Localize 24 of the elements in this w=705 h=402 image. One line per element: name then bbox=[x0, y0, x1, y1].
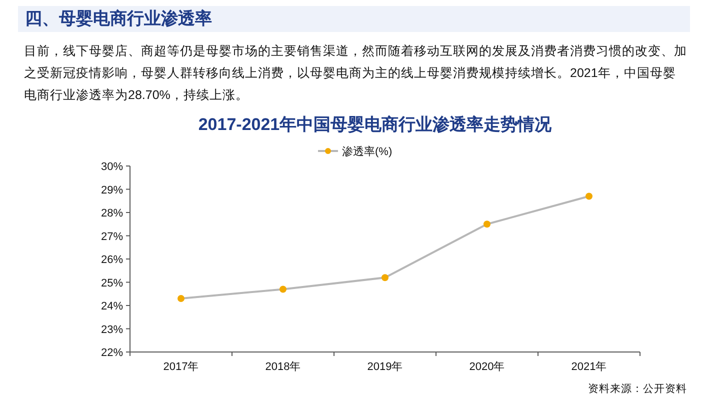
y-tick-label: 28% bbox=[100, 208, 124, 220]
x-tick-label: 2021年 bbox=[571, 361, 607, 373]
y-tick-label: 27% bbox=[100, 230, 124, 243]
point bbox=[484, 220, 490, 228]
y-tick-label: 26% bbox=[100, 254, 124, 266]
y-tick-label: 25% bbox=[100, 277, 124, 290]
paragraph: 目前，线下母婴店、商超等仍是母婴市场的主要销售渠道，然而随着移动互联网的发展及消费者消费习惯的改变、加之受新冠疫情影响，母婴人群转移向线上消费，以母婴电商为主的线上母婴消费规模持续增长。2021年，中国母婴电商行业渗透率为28.70%，持续上涨。 bbox=[24, 43, 688, 104]
x-tick-label: 2017年 bbox=[163, 361, 199, 373]
point bbox=[586, 192, 592, 200]
x-tick-label: 2019年 bbox=[367, 361, 403, 373]
x-tick-label: 2018年 bbox=[265, 361, 301, 373]
point bbox=[280, 286, 286, 293]
y-tick-label: 23% bbox=[100, 324, 124, 336]
y-tick-label: 22% bbox=[100, 347, 124, 359]
y-tick-label: 29% bbox=[100, 184, 124, 196]
x-tick-label: 2020年 bbox=[469, 361, 505, 373]
y-tick-label: 30% bbox=[100, 161, 124, 173]
point bbox=[382, 274, 388, 282]
title: 2017-2021年中国母婴电商行业渗透率走势情况 bbox=[198, 115, 552, 134]
source: 资料来源：公开资料 bbox=[588, 382, 687, 396]
legend-label: 渗透率(%) bbox=[342, 145, 392, 158]
point bbox=[178, 295, 184, 302]
heading: 四、母婴电商行业渗透率 bbox=[18, 6, 690, 32]
y-tick-label: 24% bbox=[100, 300, 124, 312]
